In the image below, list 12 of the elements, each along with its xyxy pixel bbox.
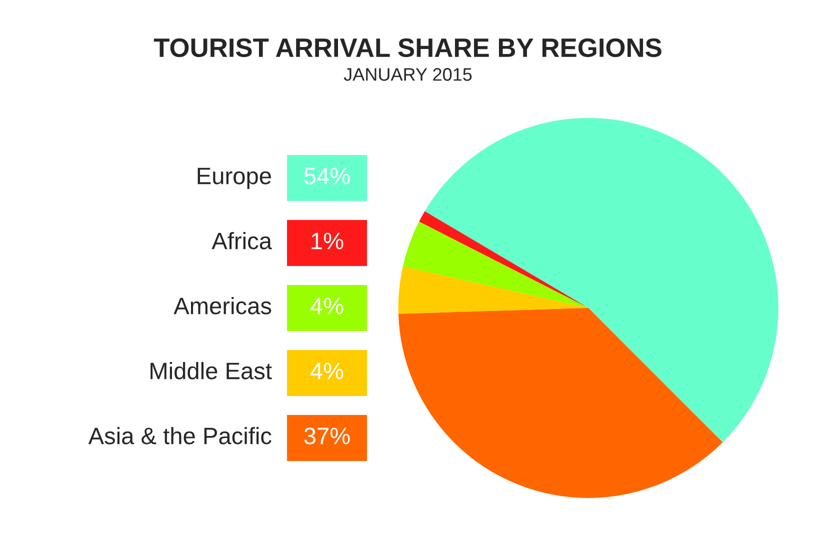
- legend-label: Africa: [212, 232, 272, 250]
- legend-label: Americas: [174, 296, 272, 314]
- data-label: 1%: [312, 232, 344, 250]
- legend-label: Europe: [198, 168, 271, 190]
- data-label: 54%: [304, 168, 350, 184]
- data-label: 37%: [304, 428, 350, 444]
- data-label: 4%: [310, 362, 344, 380]
- chart-title: TOURIST ARRIVAL SHARE BY REGIONS: [154, 38, 662, 58]
- legend-label: Asia & the Pacific: [88, 426, 272, 444]
- data-label: 4%: [310, 298, 344, 314]
- chart-subtitle: JANUARY 2015: [344, 68, 472, 81]
- legend-label: Middle East: [150, 362, 272, 380]
